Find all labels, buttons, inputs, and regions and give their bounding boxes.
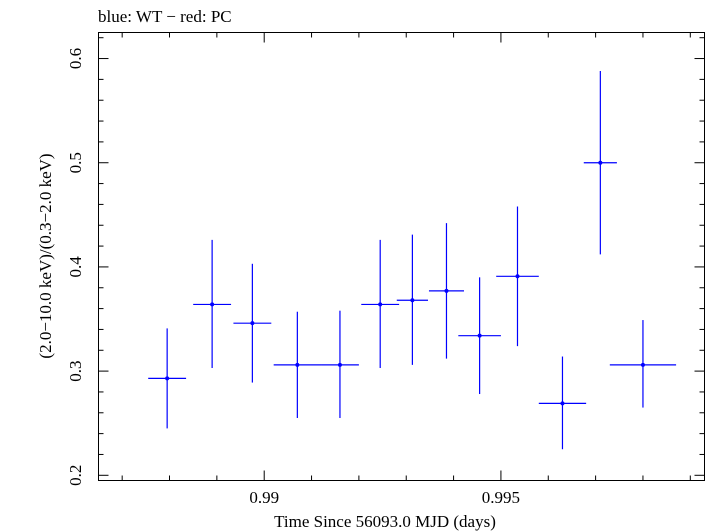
plot-frame bbox=[98, 32, 705, 481]
chart-title: blue: WT − red: PC bbox=[98, 7, 232, 26]
point-marker bbox=[165, 376, 170, 381]
point-marker bbox=[210, 302, 215, 307]
point-marker bbox=[250, 321, 255, 326]
data-point bbox=[609, 320, 677, 408]
point-marker bbox=[295, 362, 300, 367]
point-marker bbox=[410, 298, 415, 303]
data-point bbox=[496, 206, 539, 347]
data-point bbox=[361, 239, 400, 368]
data-point bbox=[396, 234, 429, 365]
point-marker bbox=[378, 302, 383, 307]
x-tick-label: 0.995 bbox=[482, 488, 520, 507]
y-tick-label: 0.5 bbox=[66, 152, 85, 173]
point-marker bbox=[515, 274, 520, 279]
y-tick-label: 0.6 bbox=[66, 48, 85, 69]
data-point bbox=[148, 328, 187, 429]
axis-ticks bbox=[98, 32, 705, 481]
data-point bbox=[458, 277, 501, 395]
y-tick-label: 0.3 bbox=[66, 360, 85, 381]
data-point bbox=[428, 223, 464, 359]
data-point bbox=[193, 239, 232, 368]
y-axis-label: (2.0−10.0 keV)/(0.3−2.0 keV) bbox=[36, 153, 55, 358]
axis-tick-labels: 0.2 0.3 0.4 0.5 0.6 0.99 0.995 bbox=[66, 48, 520, 507]
x-axis-label: Time Since 56093.0 MJD (days) bbox=[274, 512, 496, 531]
y-tick-label: 0.2 bbox=[66, 465, 85, 486]
data-point bbox=[233, 263, 272, 383]
point-marker bbox=[444, 288, 449, 293]
point-marker bbox=[598, 160, 603, 165]
data-series-wt bbox=[148, 71, 677, 450]
point-marker bbox=[640, 362, 645, 367]
data-point bbox=[583, 71, 617, 255]
data-point bbox=[273, 311, 322, 418]
data-point bbox=[321, 310, 359, 418]
point-marker bbox=[337, 362, 342, 367]
y-tick-label: 0.4 bbox=[66, 256, 85, 278]
point-marker bbox=[560, 401, 565, 406]
point-marker bbox=[477, 333, 482, 338]
data-point bbox=[538, 356, 587, 450]
x-tick-label: 0.99 bbox=[249, 488, 279, 507]
